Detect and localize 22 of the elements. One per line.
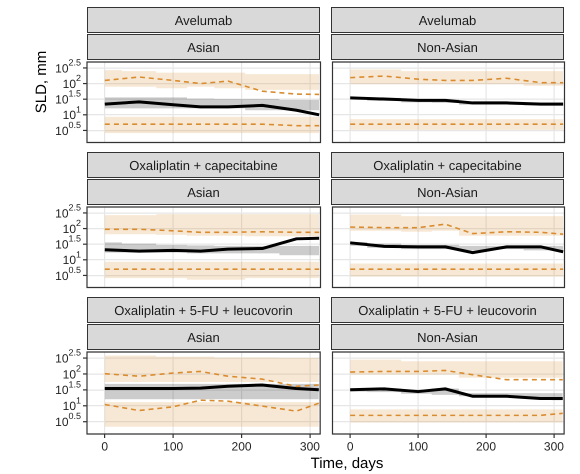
chart-title: Oxaliplatin + capecitabine xyxy=(87,152,320,178)
chart-subtitle: Non-Asian xyxy=(331,179,564,205)
chart-subtitle: Non-Asian xyxy=(331,34,564,60)
x-tick-label: 0 xyxy=(346,440,354,454)
x-tick-label: 100 xyxy=(163,440,184,454)
chart-title: Oxaliplatin + 5-FU + leucovorin xyxy=(87,297,320,323)
chart-subtitle: Asian xyxy=(87,324,320,350)
chart-subtitle: Asian xyxy=(87,34,320,60)
x-tick-label: 100 xyxy=(408,440,428,454)
chart-title: Avelumab xyxy=(87,7,320,33)
x-tick-label: 300 xyxy=(300,440,320,454)
chart-title: Avelumab xyxy=(331,7,564,33)
x-tick-label: 200 xyxy=(476,440,496,454)
chart-title: Oxaliplatin + capecitabine xyxy=(331,152,564,178)
x-axis-title: Time, days xyxy=(310,455,384,472)
x-tick-label: 0 xyxy=(101,440,108,454)
x-tick-label: 300 xyxy=(544,440,564,454)
chart-subtitle: Asian xyxy=(87,179,320,205)
y-axis-title: SLD, mm xyxy=(32,50,51,116)
chart-subtitle: Non-Asian xyxy=(331,324,564,350)
x-tick-label: 200 xyxy=(232,440,252,454)
chart-title: Oxaliplatin + 5-FU + leucovorin xyxy=(331,297,564,323)
